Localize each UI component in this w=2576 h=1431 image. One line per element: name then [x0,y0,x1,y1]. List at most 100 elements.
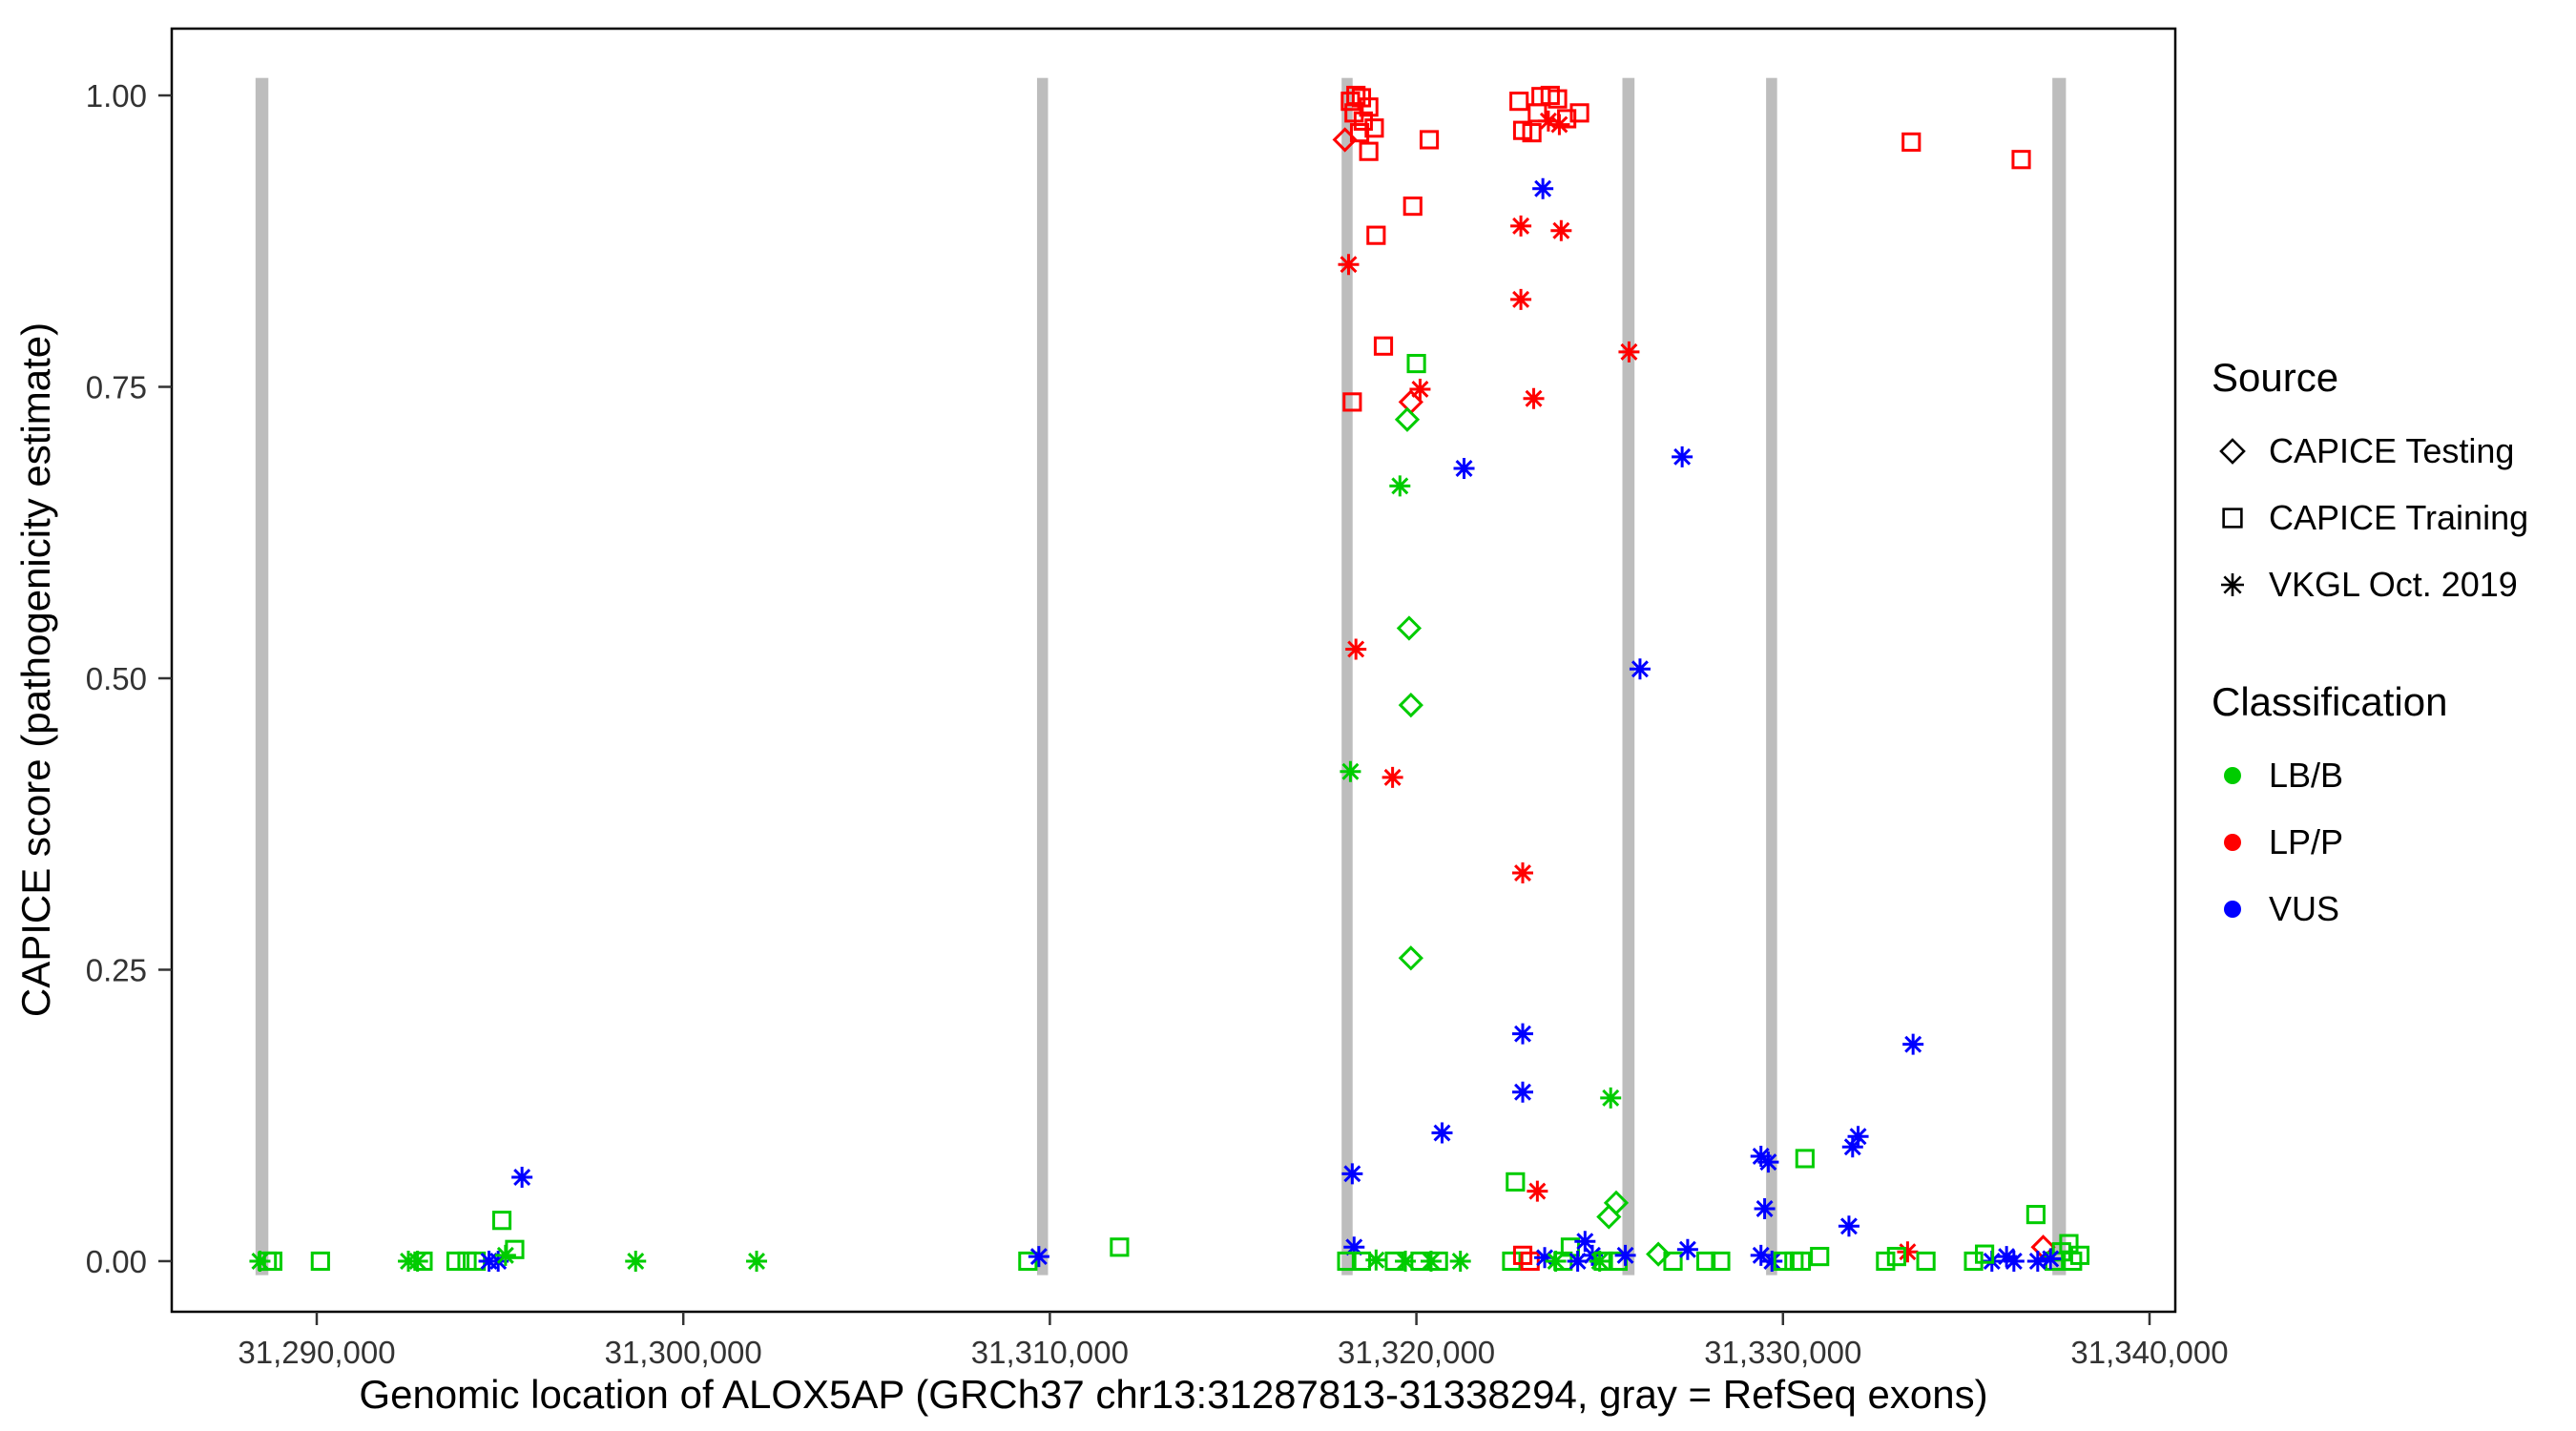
data-point-vkgl-vus [1534,1247,1556,1269]
data-point-training-lbb [1337,1251,1357,1272]
asterisk-marker [1395,1250,1417,1272]
data-point-training-lbb [1795,1149,1815,1169]
asterisk-marker [1996,1246,2018,1268]
data-point-vkgl-vus [1902,1033,1924,1055]
legend-item-capice-training: CAPICE Training [2212,485,2528,551]
data-point-vkgl-lpp [1510,215,1532,237]
data-point-training-lbb [1791,1251,1812,1272]
legend-item-label: LB/B [2269,756,2344,795]
data-point-training-lbb [1810,1246,1830,1267]
asterisk-marker [1847,1126,1869,1148]
data-point-vkgl-lpp [1537,110,1559,132]
asterisk-marker [1510,288,1532,310]
square-marker [1359,141,1379,161]
square-marker [1349,123,1370,143]
asterisk-marker [1449,1250,1471,1272]
refseq-exon-bar [1341,77,1353,1275]
data-point-vkgl-vus [1453,458,1475,480]
legend-item-label: VUS [2269,889,2340,928]
square-marker [505,1239,525,1259]
square-marker [1916,1251,1936,1272]
refseq-exon-bar [1766,77,1777,1275]
data-point-vkgl-lbb [1600,1087,1622,1109]
square-marker [1366,225,1386,245]
data-point-vkgl-lpp [1523,387,1545,409]
dot-marker [2224,834,2241,851]
asterisk-marker [1510,215,1532,237]
asterisk-marker [1527,1180,1548,1202]
legend-source-title: Source [2212,355,2339,400]
square-marker [1886,1246,1906,1267]
square-marker [1711,1251,1731,1272]
asterisk-marker [1574,1231,1596,1253]
color-dot-icon [2224,834,2241,851]
square-marker [1428,1251,1448,1272]
asterisk-marker [1340,760,1361,782]
data-point-vkgl-lpp [1409,378,1431,400]
asterisk-marker [1838,1215,1859,1237]
square-marker [1419,130,1440,150]
legend-item-label: LP/P [2269,822,2344,861]
data-point-vkgl-vus [1532,177,1554,199]
data-point-vkgl-vus [1672,446,1693,467]
asterisk-marker [1028,1246,1049,1268]
data-point-vkgl-lpp [1381,766,1403,788]
square-marker [1337,1251,1357,1272]
data-point-vkgl-vus [1757,1151,1779,1173]
asterisk-marker [511,1166,533,1188]
diamond-marker [1398,945,1423,971]
diamond-icon [2219,438,2246,465]
asterisk-marker [1381,766,1403,788]
axis-layer: 31,290,000 31,300,000 31,310,000 31,320,000… [86,27,2229,1370]
square-marker [1975,1244,1995,1264]
data-point-training-lbb [1110,1237,1130,1257]
data-point-training-lbb [262,1251,282,1272]
data-point-training-lbb [1506,1172,1526,1192]
y-axis-tick-label: 0.00 [86,1244,147,1279]
asterisk-marker [1567,1250,1589,1272]
diamond-marker [1646,1241,1672,1267]
square-marker [1509,92,1529,112]
refseq-exon-bar [255,77,269,1275]
data-point-vkgl-vus [1676,1238,1698,1260]
data-point-vkgl-vus [1512,1023,1534,1045]
square-marker [1373,336,1394,356]
data-point-training-lpp [1509,92,1529,112]
refseq-exon-bar [1622,77,1635,1275]
data-point-training-lbb [1773,1251,1793,1272]
square-marker [1342,392,1362,412]
dot-marker [2224,767,2241,784]
square-marker [1791,1251,1812,1272]
data-point-vkgl-lpp [1510,288,1532,310]
asterisk-marker [1629,658,1651,680]
asterisk-marker [1902,1033,1924,1055]
data-point-training-lbb [1502,1251,1522,1272]
square-marker [1569,103,1589,123]
data-point-vkgl-lpp [1345,638,1367,660]
data-point-vkgl-lbb [1365,1249,1387,1271]
data-point-vkgl-vus [1343,1236,1365,1258]
data-point-training-lbb [310,1251,330,1272]
data-point-vkgl-lbb [1589,1250,1610,1272]
data-point-training-lbb [1876,1251,1896,1272]
color-dot-icon [2224,901,2241,918]
data-point-training-lpp [1557,109,1577,129]
asterisk-marker [1365,1249,1387,1271]
data-point-training-lbb [1916,1251,1936,1272]
data-point-vkgl-lbb [406,1250,428,1272]
data-point-testing-lbb [1394,406,1421,432]
legend-item-label: VKGL Oct. 2019 [2269,565,2518,604]
data-point-vkgl-vus [511,1166,533,1188]
asterisk-marker [1338,254,1360,276]
square-marker [1359,97,1379,117]
asterisk-marker [2026,1250,2048,1272]
square-marker [1795,1149,1815,1169]
square-marker [2011,150,2031,170]
panel-border [170,27,2177,1314]
data-point-training-lbb [1593,1251,1613,1272]
data-point-vkgl-vus [1761,1250,1783,1272]
square-marker [1593,1251,1613,1272]
data-point-training-lpp [1419,130,1440,150]
data-point-testing-lbb [1398,945,1423,971]
